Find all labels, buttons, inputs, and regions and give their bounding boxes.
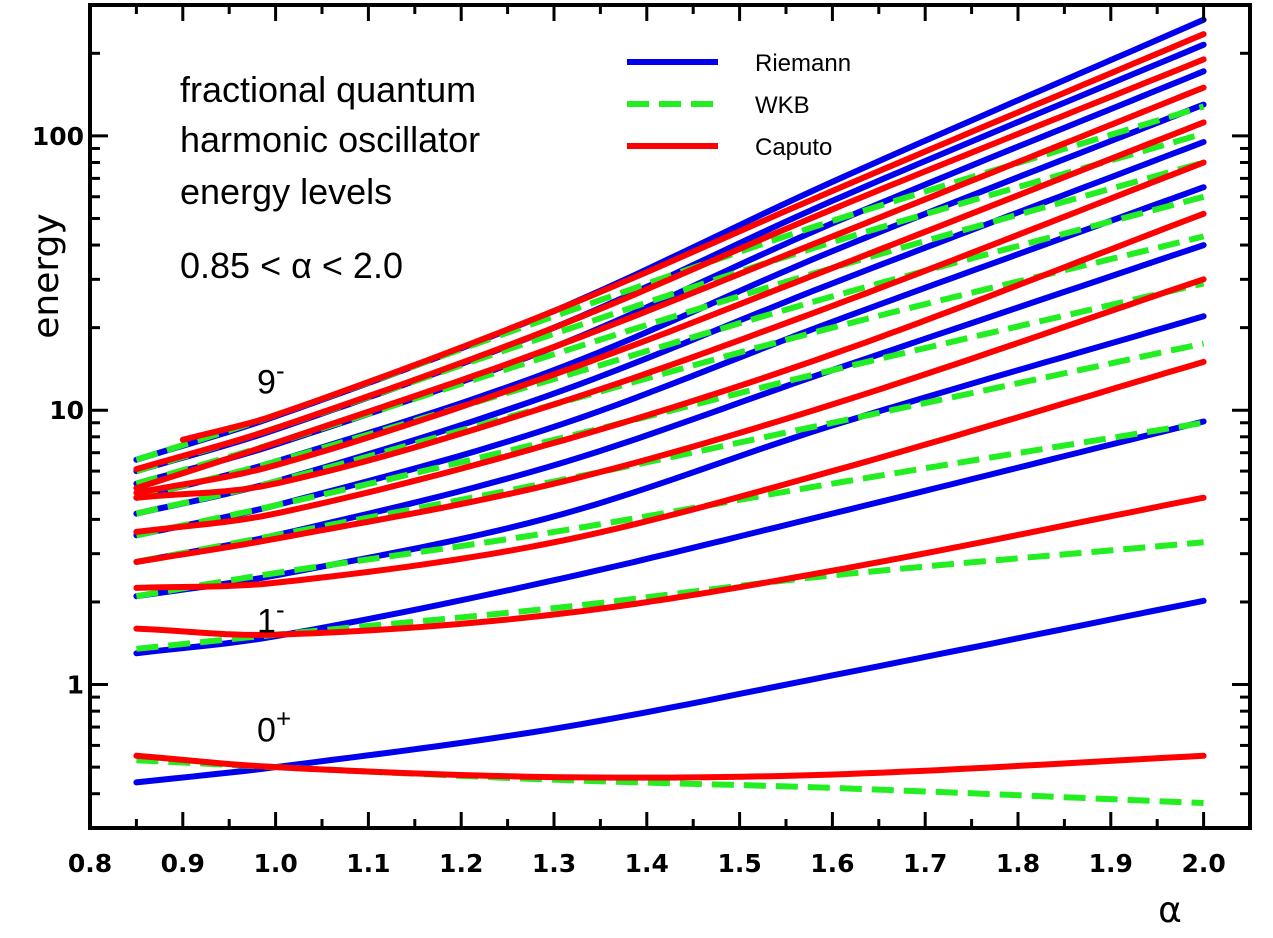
x-tick-label: 1.7 [903, 849, 947, 878]
x-tick-label: 1.1 [346, 849, 390, 878]
annotation-title-line-3: energy levels [180, 171, 392, 212]
curve-caputo-2 [133, 358, 1207, 591]
y-axis-title: energy [26, 213, 67, 338]
legend-label-riemann: Riemann [755, 50, 851, 77]
level-label-1-minus: 1- [257, 594, 285, 640]
curve-caputo-3 [133, 276, 1207, 565]
curve-riemann-0 [133, 597, 1207, 786]
level-labels-layer: 0+ 1- 9- [257, 356, 291, 750]
annotation-title-line-1: fractional quantum [180, 69, 476, 110]
x-tick-label: 1.0 [253, 849, 297, 878]
legend-label-wkb: WKB [755, 92, 810, 119]
x-tick-label: 1.2 [439, 849, 483, 878]
curves-layer [133, 16, 1207, 806]
curve-caputo-7 [133, 84, 1207, 492]
curve-caputo-6 [133, 119, 1207, 496]
curve-wkb-2 [135, 419, 1205, 600]
x-tick-label: 1.5 [717, 849, 761, 878]
y-tick-label: 10 [49, 396, 84, 425]
curve-wkb-5 [135, 233, 1205, 517]
legend-label-caputo: Caputo [755, 134, 832, 161]
x-tick-label: 1.4 [625, 849, 669, 878]
x-tick-label: 0.9 [161, 849, 205, 878]
curve-caputo-1 [133, 494, 1207, 638]
curve-riemann-4 [133, 184, 1207, 539]
annotation-title-line-2: harmonic oscillator [180, 119, 480, 160]
x-axis-title: α [1158, 890, 1182, 931]
x-tick-label: 1.8 [996, 849, 1040, 878]
curve-wkb-3 [135, 340, 1205, 565]
level-label-0-plus: 0+ [257, 704, 291, 750]
annotation-alpha-range: 0.85 < α < 2.0 [180, 245, 403, 286]
curve-caputo-5 [133, 159, 1207, 501]
curve-caputo-8 [133, 56, 1207, 473]
plot-frame [88, 3, 1252, 830]
curve-caputo-4 [133, 210, 1207, 535]
curve-wkb-8 [135, 130, 1205, 474]
y-tick-label: 100 [32, 122, 84, 151]
curve-wkb-6 [135, 193, 1205, 501]
curve-riemann-6 [133, 101, 1207, 501]
curve-caputo-9 [179, 31, 1207, 443]
x-tick-label: 1.3 [532, 849, 576, 878]
x-tick-label: 1.6 [810, 849, 854, 878]
series-caputo [133, 31, 1207, 781]
y-tick-label: 1 [67, 671, 84, 700]
curve-wkb-7 [135, 159, 1205, 487]
x-tick-label: 1.9 [1089, 849, 1133, 878]
curve-caputo-0 [133, 752, 1207, 781]
level-label-9-minus: 9- [257, 356, 285, 402]
ticks-layer: 0.8 0.9 1.0 1.1 1.2 1.3 1.4 1.5 1.6 1.7 1.8 1.9 2.0 1… [32, 5, 1250, 878]
x-tick-label: 2.0 [1181, 849, 1225, 878]
x-tick-label: 0.8 [68, 849, 112, 878]
legend: Riemann WKB Caputo [627, 50, 851, 161]
